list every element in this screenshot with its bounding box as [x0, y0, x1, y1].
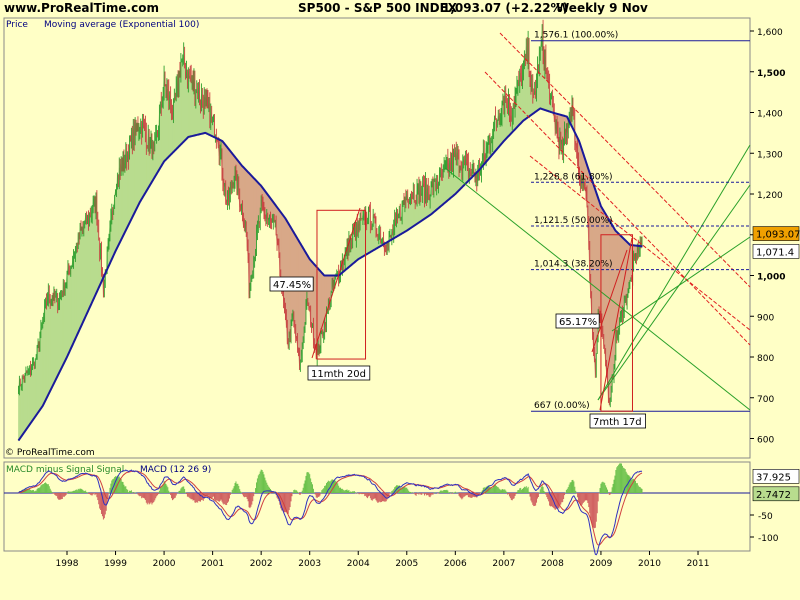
trend-line[interactable] [311, 207, 361, 359]
x-tick-label: 2004 [347, 559, 370, 569]
panel-frames [3, 17, 751, 552]
drop-pct-2007-bg [555, 313, 600, 329]
trend-line[interactable] [529, 155, 751, 331]
macd-y-tick-label: -100 [758, 534, 779, 544]
axes: 1,6001,5001,4001,3001,2001,1001,00090080… [56, 28, 800, 569]
macd-line [18, 469, 643, 556]
y-tick-label: 600 [757, 436, 774, 446]
macd-panel [4, 463, 750, 556]
highlight-box[interactable] [600, 234, 633, 412]
last-price-badge: 1,093.07 [756, 230, 800, 241]
trend-line[interactable] [591, 249, 628, 353]
trend-line[interactable] [597, 144, 751, 401]
rise-duration-2003: 11mth 20d [311, 369, 366, 380]
y-tick-label: 800 [757, 354, 774, 364]
period-label: Weekly 9 Nov [556, 1, 648, 15]
ma-last-badge-bg [752, 244, 800, 259]
macd-hist-last-badge: 2.7472 [756, 490, 791, 501]
watermark: © ProRealTime.com [5, 448, 95, 458]
last-price-badge-bg [752, 226, 800, 241]
y-tick-label: 1,500 [757, 69, 785, 79]
trend-line[interactable] [599, 237, 633, 411]
highlight-box[interactable] [316, 209, 367, 360]
ma-last-badge: 1,071.4 [756, 247, 794, 258]
fib-level-label: 1,014.3 (38.20%) [534, 260, 613, 270]
x-tick-label: 2000 [153, 559, 176, 569]
trend-line[interactable] [597, 184, 751, 401]
y-tick-label: 1,000 [757, 273, 785, 283]
fib-level-label: 1,121.5 (50.00%) [534, 216, 613, 226]
rise-duration-2003-bg [307, 365, 371, 381]
instrument-title: SP500 - S&P 500 INDEX [298, 1, 458, 15]
x-tick-label: 2011 [687, 559, 710, 569]
rise-duration-2009-bg [589, 413, 646, 429]
fib-level-label: 1,576.1 (100.00%) [534, 31, 618, 41]
y-tick-label: 1,600 [757, 28, 783, 38]
x-tick-label: 2005 [395, 559, 418, 569]
x-tick-label: 2002 [250, 559, 273, 569]
trend-line[interactable] [611, 236, 751, 332]
trend-line[interactable] [484, 71, 751, 346]
ema-100-line [17, 107, 643, 442]
x-tick-label: 2010 [638, 559, 661, 569]
annotation-boxes [316, 209, 633, 412]
fibonacci-levels: 1,576.1 (100.00%) 1,228.8 (61.80%) 1,121.5… [531, 31, 750, 412]
legend-moving-average: Moving average (Exponential 100) [44, 20, 200, 30]
annotations: 47.45% 11mth 20d 65.17% 7mth 17d [269, 276, 646, 429]
drawn-lines [311, 32, 751, 411]
site-name[interactable]: www.ProRealTime.com [4, 1, 159, 15]
macd-panel-frame [3, 461, 751, 552]
y-tick-label: 1,200 [757, 191, 783, 201]
rise-duration-2009: 7mth 17d [593, 417, 642, 428]
trend-line[interactable] [444, 167, 751, 411]
candles [18, 19, 643, 408]
moving-average [17, 107, 643, 442]
drop-pct-2000-bg [269, 276, 314, 292]
x-tick-label: 2006 [444, 559, 467, 569]
y-tick-label: 1,400 [757, 110, 783, 120]
fib-level-label: 1,228.8 (61.80%) [534, 172, 613, 182]
macd-hist-last-badge-bg [752, 486, 800, 502]
legend-price: Price [6, 20, 28, 30]
x-tick-label: 2003 [298, 559, 321, 569]
macd-last-badge: 37.925 [756, 472, 791, 483]
x-tick-label: 2001 [201, 559, 224, 569]
x-tick-label: 2008 [541, 559, 564, 569]
fib-level-label: 667 (0.00%) [534, 401, 590, 411]
last-price-text: 1,093.07 (+2.22%) [442, 1, 569, 15]
y-tick-label: 900 [757, 313, 774, 323]
drop-pct-2007: 65.17% [559, 317, 597, 328]
macd-last-badge-bg [752, 469, 800, 484]
y-tick-label: 700 [757, 395, 774, 405]
macd-y-tick-label: -50 [758, 512, 773, 522]
y-tick-label: 1,300 [757, 150, 783, 160]
legend-macd: MACD (12 26 9) [140, 465, 212, 475]
legend-macd-histogram: MACD minus Signal Signal [6, 465, 125, 475]
x-tick-label: 1998 [56, 559, 79, 569]
x-tick-label: 1999 [104, 559, 127, 569]
drop-pct-2000: 47.45% [273, 280, 311, 291]
macd-signal-line [18, 470, 643, 546]
x-tick-label: 2009 [589, 559, 612, 569]
price-panel-frame [3, 17, 751, 459]
x-tick-label: 2007 [492, 559, 515, 569]
